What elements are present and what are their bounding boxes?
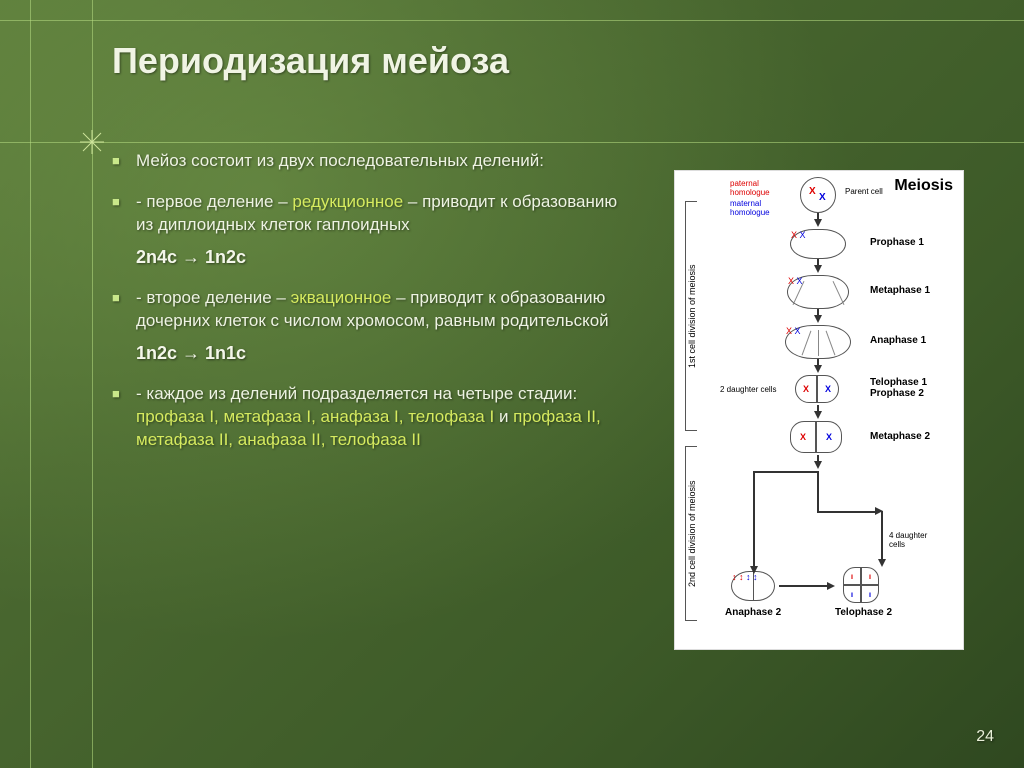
bullet-stages: - каждое из делений подразделяется на че… bbox=[112, 383, 632, 452]
parent-cell-icon: X X bbox=[800, 177, 836, 213]
prophase1-label: Prophase 1 bbox=[870, 237, 924, 248]
slide: Периодизация мейоза Мейоз состоит из дву… bbox=[0, 0, 1024, 768]
bullet-division1: - первое деление – редукционное – привод… bbox=[112, 191, 632, 237]
arrow-line bbox=[753, 471, 817, 473]
arrow-icon bbox=[814, 315, 822, 323]
b3-accent: эквационное bbox=[291, 288, 392, 307]
arrow-icon bbox=[814, 461, 822, 469]
parent-cell-label: Parent cell bbox=[845, 187, 883, 196]
b2-accent: редукционное bbox=[292, 192, 403, 211]
arrow-line bbox=[779, 585, 829, 587]
decor-line-left bbox=[30, 0, 31, 768]
telophase2-label: Telophase 2 bbox=[835, 607, 892, 618]
decor-line-title-underline bbox=[0, 142, 1024, 143]
meiosis-figure: Meiosis 1st cell division of meiosis 2nd… bbox=[674, 170, 964, 650]
figure-title: Meiosis bbox=[894, 177, 953, 195]
arrow-icon bbox=[878, 559, 886, 567]
arrow-icon bbox=[814, 411, 822, 419]
anaphase2-cell-icon: ↕ ↕ ↕ ↕ bbox=[731, 571, 775, 601]
decor-line-top bbox=[0, 20, 1024, 21]
side-label-1: 1st cell division of meiosis bbox=[685, 201, 697, 431]
b2-pre: - первое деление – bbox=[136, 192, 292, 211]
arrow-icon bbox=[827, 582, 835, 590]
slide-title: Периодизация мейоза bbox=[112, 40, 509, 82]
arrow-line bbox=[817, 511, 877, 513]
b4-accent1: профаза I, метафаза I, анафаза I, телофа… bbox=[136, 407, 494, 426]
arrow-line bbox=[817, 471, 819, 511]
b4-pre: - каждое из делений подразделяется на че… bbox=[136, 384, 577, 403]
metaphase1-label: Metaphase 1 bbox=[870, 285, 930, 296]
bullet-intro-text: Мейоз состоит из двух последовательных д… bbox=[136, 151, 544, 170]
b3-pre: - второе деление – bbox=[136, 288, 291, 307]
side-label-2: 2nd cell division of meiosis bbox=[685, 446, 697, 621]
metaphase2-cell-icon: X X bbox=[790, 421, 842, 453]
arrow-icon bbox=[814, 265, 822, 273]
telophase1-cell-icon: X X bbox=[795, 375, 839, 403]
content-block: Мейоз состоит из двух последовательных д… bbox=[112, 150, 632, 470]
arrow-icon bbox=[814, 219, 822, 227]
arrow-icon bbox=[750, 566, 758, 574]
metaphase1-cell-icon: X X bbox=[787, 275, 849, 309]
arrow-line bbox=[753, 471, 755, 571]
formula-2: 1n2c → 1n1c bbox=[112, 341, 632, 365]
arrow-line bbox=[881, 511, 883, 563]
paternal-label: paternal homologue bbox=[730, 179, 775, 197]
bullet-intro: Мейоз состоит из двух последовательных д… bbox=[112, 150, 632, 173]
telophase1-label: Telophase 1 Prophase 2 bbox=[870, 377, 927, 399]
crosshair-icon bbox=[80, 130, 104, 154]
prophase1-cell-icon: X X bbox=[790, 229, 846, 259]
metaphase2-label: Metaphase 2 bbox=[870, 431, 930, 442]
b4-mid: и bbox=[494, 407, 513, 426]
maternal-label: maternal homologue bbox=[730, 199, 775, 217]
decor-line-content bbox=[92, 0, 93, 768]
telophase2-cells-icon: ı ı ı ı bbox=[843, 567, 879, 603]
arrow-icon bbox=[814, 365, 822, 373]
anaphase2-label: Anaphase 2 bbox=[725, 607, 781, 618]
page-number: 24 bbox=[976, 728, 994, 746]
bullet-division2: - второе деление – эквационное – приводи… bbox=[112, 287, 632, 333]
anaphase1-label: Anaphase 1 bbox=[870, 335, 926, 346]
daughters4-label: 4 daughter cells bbox=[889, 531, 939, 549]
anaphase1-cell-icon: X X bbox=[785, 325, 851, 359]
formula-1: 2n4c → 1n2c bbox=[112, 245, 632, 269]
daughters2-label: 2 daughter cells bbox=[720, 385, 776, 394]
